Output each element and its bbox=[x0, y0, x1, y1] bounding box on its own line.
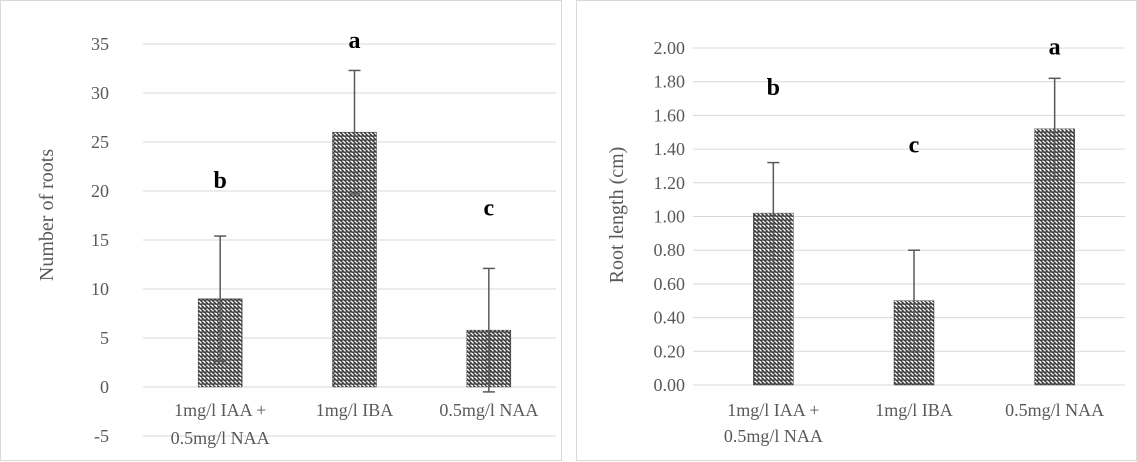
chart-root-length: 0.00 0.20 0.40 0.60 0.80 1.00 1.20 1.40 1.60 1.80… bbox=[606, 35, 1125, 446]
y-tick-label: 1.60 bbox=[654, 105, 686, 125]
x-category-label: 0.5mg/l NAA bbox=[724, 426, 823, 446]
y-tick-label: 0.00 bbox=[654, 375, 686, 395]
chart-number-of-roots: -5 0 5 10 15 20 25 30 35 Number of roots b 1mg/l IA… bbox=[36, 28, 556, 448]
error-bar bbox=[348, 69, 361, 195]
error-bar bbox=[767, 161, 780, 265]
y-tick-label: 1.20 bbox=[654, 173, 686, 193]
x-category-label: 1mg/l IBA bbox=[875, 400, 953, 420]
error-bar bbox=[214, 235, 227, 363]
y-tick-label: 1.40 bbox=[654, 139, 686, 159]
y-tick-label: 5 bbox=[100, 328, 109, 348]
y-tick-label: 30 bbox=[91, 83, 109, 103]
y-tick-label: 20 bbox=[91, 181, 109, 201]
y-tick-label: 0 bbox=[100, 377, 109, 397]
x-category-label: 0.5mg/l NAA bbox=[439, 400, 538, 420]
x-category-label: 0.5mg/l NAA bbox=[1005, 400, 1104, 420]
significance-letter: b bbox=[767, 75, 780, 101]
error-bar bbox=[1048, 77, 1061, 181]
y-tick-label: 15 bbox=[91, 230, 109, 250]
y-tick-label: 35 bbox=[91, 34, 109, 54]
y-tick-label: 0.20 bbox=[654, 341, 686, 361]
y-tick-label: 1.80 bbox=[654, 72, 686, 92]
significance-letter: b bbox=[213, 168, 226, 194]
error-bar bbox=[908, 249, 920, 353]
y-axis-title: Number of roots bbox=[36, 149, 58, 281]
y-tick-label: 0.80 bbox=[654, 240, 686, 260]
significance-letter: c bbox=[484, 196, 495, 222]
x-category-label: 1mg/l IBA bbox=[316, 400, 394, 420]
y-tick-label: 10 bbox=[91, 279, 109, 299]
y-tick-label: 2.00 bbox=[654, 38, 686, 58]
chart-panel-root-length: 0.00 0.20 0.40 0.60 0.80 1.00 1.20 1.40 1.60 1.80… bbox=[576, 0, 1137, 461]
x-category-label: 1mg/l IAA + bbox=[727, 400, 819, 420]
y-tick-label: 1.00 bbox=[654, 207, 686, 227]
significance-letter: c bbox=[909, 132, 920, 158]
y-tick-label: 0.60 bbox=[654, 274, 686, 294]
y-tick-label: 25 bbox=[91, 132, 109, 152]
significance-letter: a bbox=[349, 28, 361, 54]
x-category-label: 0.5mg/l NAA bbox=[171, 428, 270, 448]
x-category-label: 1mg/l IAA + bbox=[174, 400, 266, 420]
error-bar bbox=[482, 267, 495, 393]
y-tick-label: -5 bbox=[94, 426, 109, 446]
significance-letter: a bbox=[1049, 35, 1061, 61]
y-axis-title: Root length (cm) bbox=[606, 147, 628, 284]
bar bbox=[1034, 128, 1075, 386]
chart-panel-number-of-roots: -5 0 5 10 15 20 25 30 35 Number of roots b 1mg/l IA… bbox=[0, 0, 562, 461]
y-tick-label: 0.40 bbox=[654, 308, 686, 328]
